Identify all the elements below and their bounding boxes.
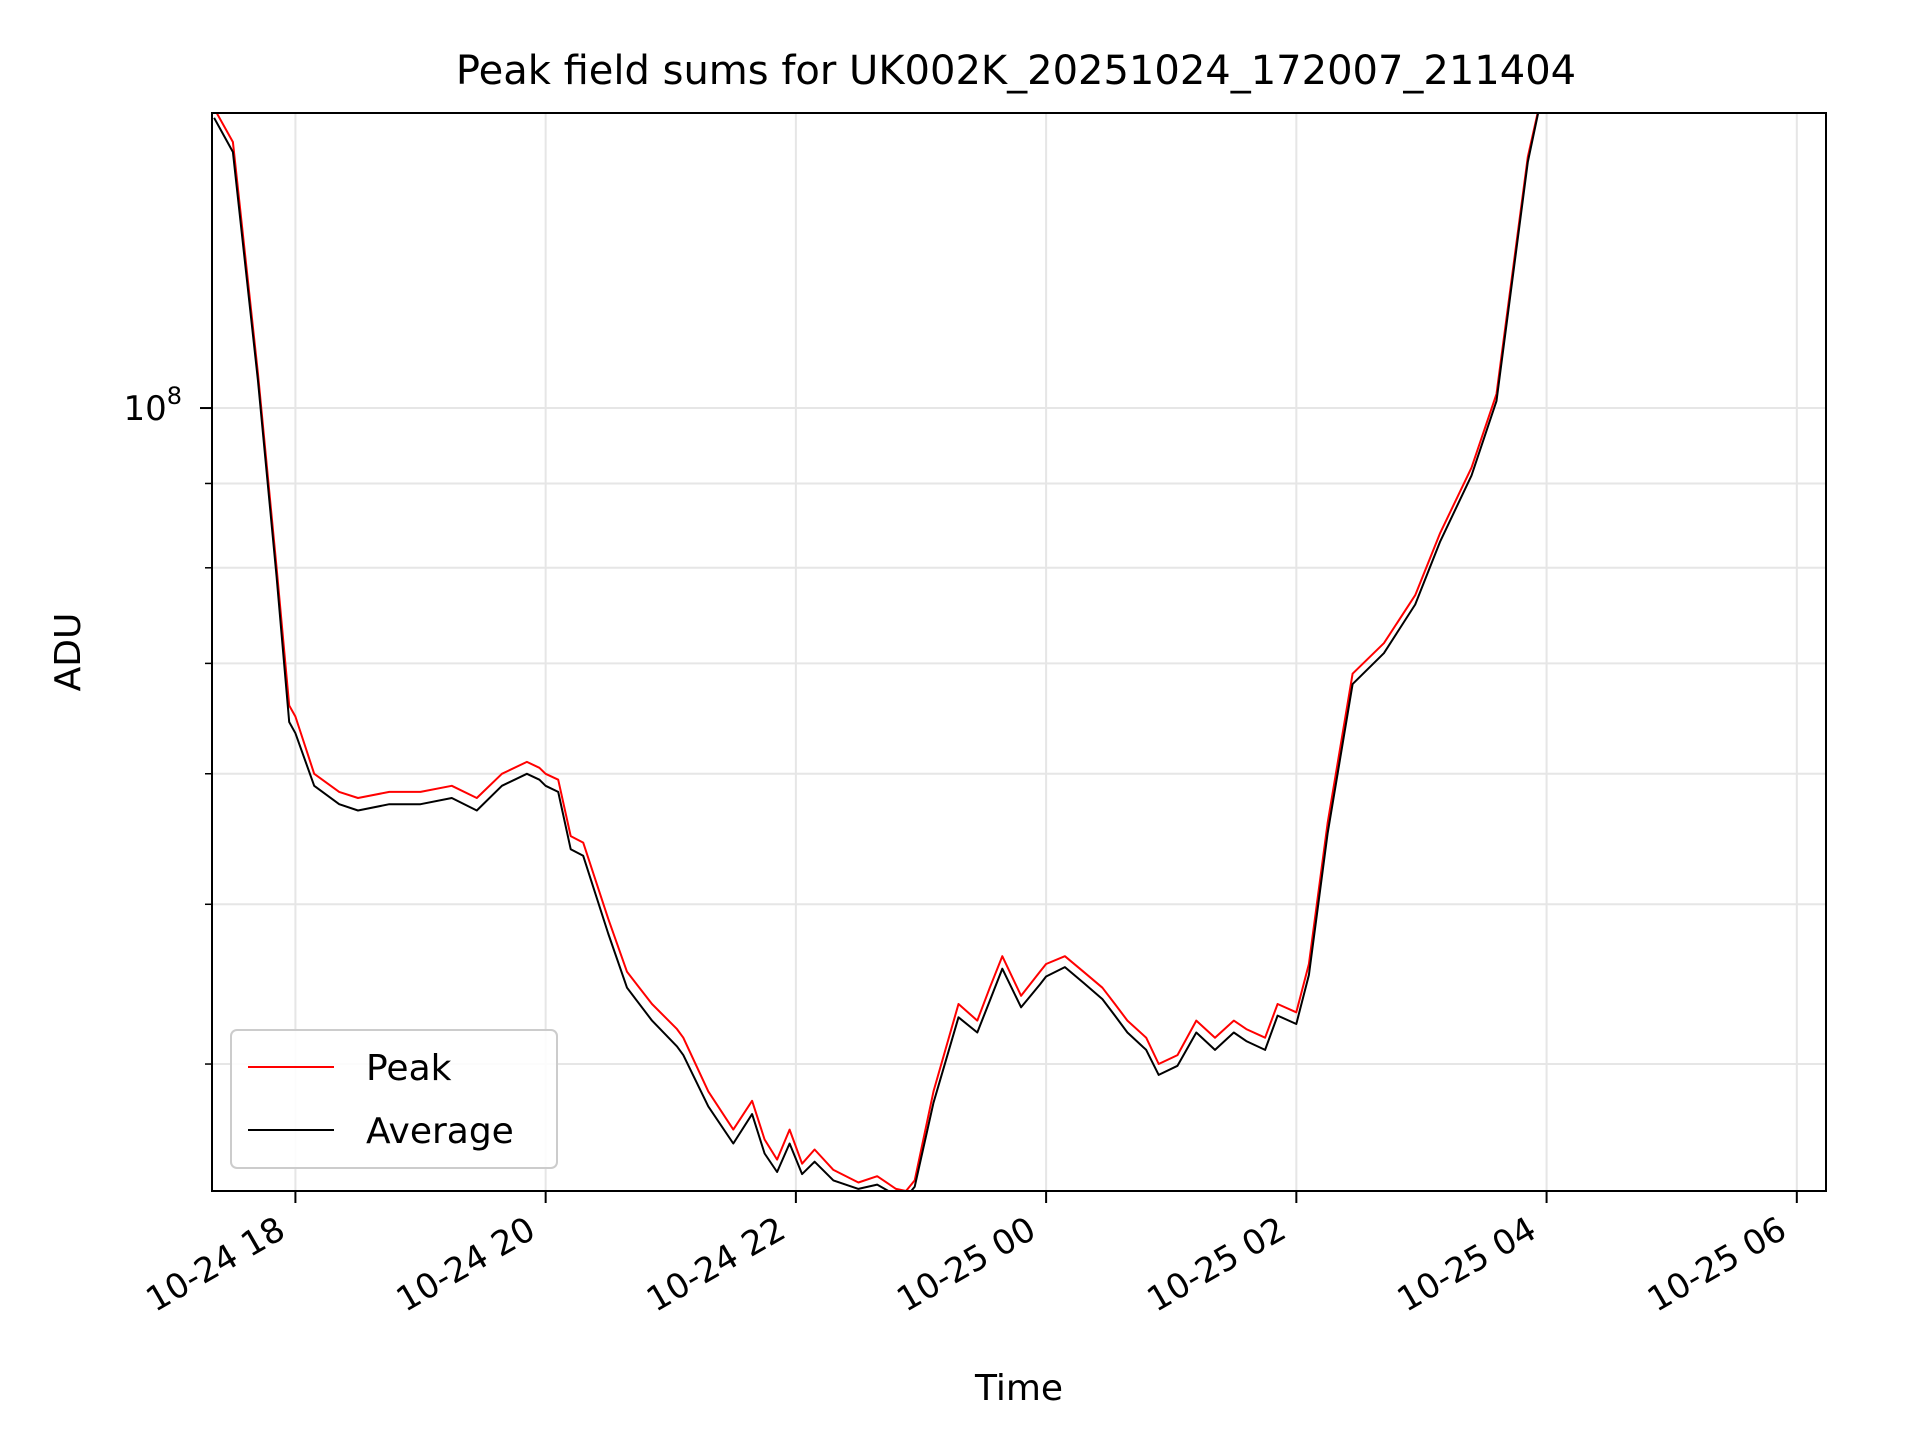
x-tick-label: 10-24 18 xyxy=(140,1209,292,1320)
x-tick-label: 10-25 04 xyxy=(1391,1209,1543,1320)
y-axis-label: ADU xyxy=(48,613,89,692)
legend: Peak Average xyxy=(230,1029,558,1169)
series-line-peak xyxy=(215,113,1539,1191)
legend-box xyxy=(230,1029,558,1169)
chart-title: Peak field sums for UK002K_20251024_1720… xyxy=(456,48,1576,94)
legend-label-peak: Peak xyxy=(366,1048,452,1089)
x-tick-label: 10-25 00 xyxy=(890,1209,1042,1320)
series-line-average xyxy=(213,113,1540,1191)
series-layer xyxy=(213,113,1540,1191)
x-tick-label: 10-24 22 xyxy=(640,1209,792,1320)
x-tick-label: 10-24 20 xyxy=(390,1209,542,1320)
x-axis-label: Time xyxy=(974,1368,1063,1409)
y-tick-label: 108 xyxy=(123,382,182,429)
x-tick-label: 10-25 02 xyxy=(1140,1209,1292,1320)
legend-label-average: Average xyxy=(366,1111,514,1152)
grid xyxy=(212,113,1826,1191)
plot-frame xyxy=(211,112,1827,1192)
x-tick-label: 10-25 06 xyxy=(1641,1209,1793,1320)
